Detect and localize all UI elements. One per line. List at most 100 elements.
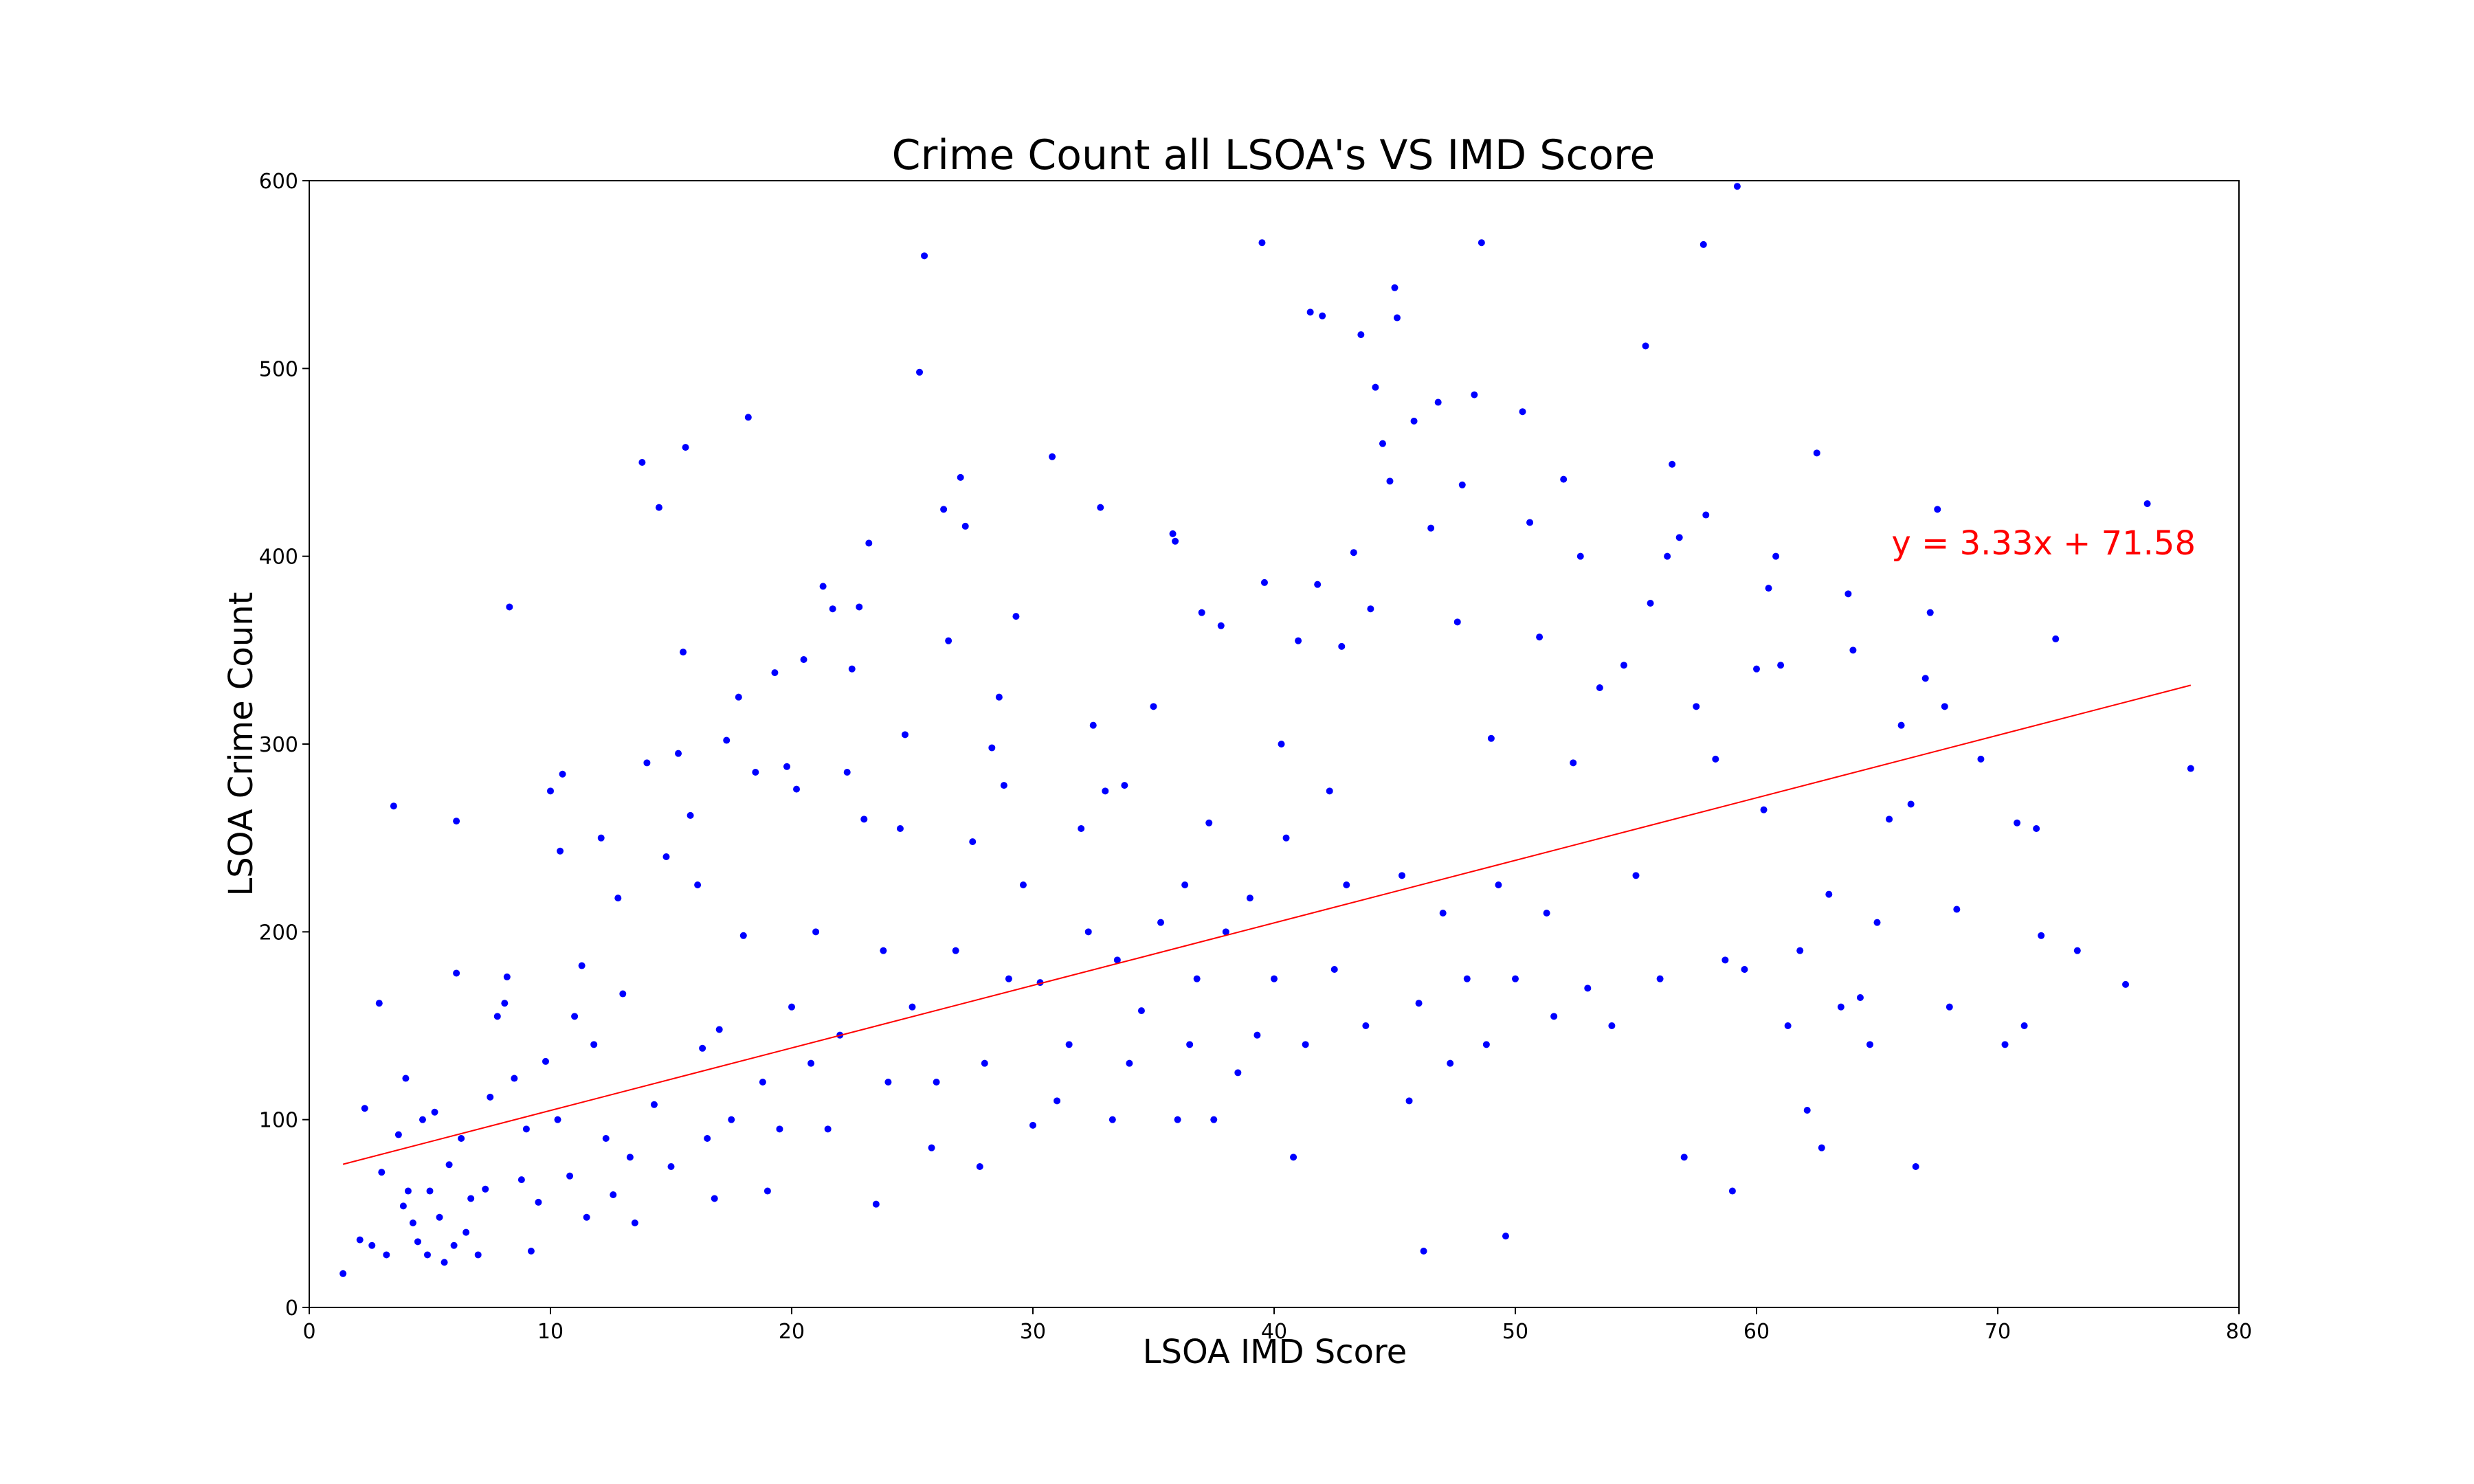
scatter-point (1049, 453, 1056, 460)
trendline-equation: y = 3.33x + 71.58 (1891, 524, 2196, 563)
scatter-point (1897, 721, 1905, 729)
scatter-point (1362, 1022, 1370, 1029)
scatter-point (1000, 782, 1007, 789)
scatter-point (527, 1248, 535, 1255)
scatter-point (493, 1013, 501, 1020)
scatter-point (1478, 239, 1485, 247)
plot-frame (309, 180, 2240, 1308)
scatter-point (884, 1079, 892, 1086)
scatter-point (1632, 872, 1640, 879)
scatter-point (1172, 537, 1179, 545)
y-axis-label: LSOA Crime Count (222, 592, 260, 897)
scatter-point (2001, 1041, 2009, 1048)
scatter-point (1019, 881, 1027, 888)
scatter-point (602, 1135, 610, 1142)
x-tick-label: 50 (1502, 1320, 1528, 1344)
scatter-point (1946, 1003, 1953, 1011)
scatter-point (1391, 284, 1398, 291)
scatter-point (445, 1161, 453, 1169)
scatter-point (1198, 609, 1205, 616)
scatter-point (1102, 787, 1109, 795)
scatter-point (1121, 782, 1128, 789)
trendline-group (342, 684, 2192, 1165)
scatter-point (667, 1163, 675, 1170)
y-axis-ticks: 0 100 200 300 400 500 600 (259, 170, 309, 1320)
scatter-point (1550, 1013, 1558, 1020)
scatter-point (1620, 662, 1627, 669)
scatter-point (1372, 383, 1379, 391)
scatter-point (517, 1176, 525, 1184)
scatter-point (1536, 633, 1544, 641)
scatter-point (1849, 647, 1857, 654)
scatter-point (824, 1125, 832, 1133)
scatter-point (1560, 475, 1568, 483)
scatter-point (1439, 910, 1447, 917)
scatter-point (1295, 637, 1302, 644)
scatter-point (1410, 417, 1418, 425)
scatter-point (482, 1185, 489, 1193)
scatter-point (2122, 980, 2130, 988)
scatter-point (848, 665, 856, 673)
scatter-point (1813, 449, 1820, 457)
scatter-point (1907, 800, 1915, 808)
scatter-point (1306, 308, 1314, 316)
scatter-point (1108, 1116, 1116, 1123)
scatter-point (356, 1236, 364, 1244)
scatter-point (783, 763, 790, 770)
scatter-point (1278, 741, 1285, 747)
scatter-point (559, 770, 566, 778)
scatter-point (1753, 665, 1760, 673)
scatter-point (1246, 895, 1253, 902)
scatter-point (1570, 759, 1577, 767)
scatter-point (843, 769, 851, 776)
scatter-point (1097, 504, 1104, 511)
scatter-point (1733, 183, 1741, 190)
scatter-point (1866, 1041, 1873, 1048)
scatter-point (1700, 240, 1707, 248)
y-tick-label: 400 (259, 546, 298, 570)
scatter-point (1260, 578, 1268, 586)
scatter-point (860, 816, 868, 823)
scatter-point (378, 1169, 386, 1176)
scatter-point (1379, 440, 1386, 447)
y-tick-label: 100 (259, 1109, 298, 1133)
scatter-point (426, 1187, 434, 1195)
scatter-point (682, 444, 689, 451)
chart-title: Crime Count all LSOA's VS IMD Score (892, 131, 1656, 179)
scatter-point (2033, 825, 2040, 832)
scatter-point (819, 583, 827, 590)
scatter-point (1934, 506, 1941, 513)
scatter-point (610, 1191, 617, 1198)
scatter-point (414, 1238, 421, 1246)
scatter-point (1386, 477, 1394, 485)
scatter-point (404, 1187, 412, 1195)
scatter-point (2014, 819, 2021, 827)
scatter-point (1596, 684, 1603, 691)
scatter-point (361, 1105, 368, 1112)
scatter-point (928, 1144, 935, 1151)
scatter-point (921, 252, 928, 260)
scatter-point (1150, 703, 1157, 710)
y-tick-label: 600 (259, 170, 298, 194)
scatter-point (662, 853, 670, 860)
scatter-point (1330, 966, 1338, 973)
x-tick-label: 60 (1743, 1320, 1770, 1344)
scatter-point (1222, 928, 1229, 936)
scatter-point (1693, 703, 1700, 710)
scatter-point (995, 693, 1003, 701)
x-axis-ticks: 0 10 20 30 40 50 60 70 80 (302, 1307, 2252, 1344)
scatter-point (1350, 549, 1357, 556)
scatter-point (1126, 1059, 1133, 1067)
scatter-point (578, 962, 586, 969)
x-tick-label: 10 (537, 1320, 564, 1344)
scatter-point (1029, 1121, 1036, 1129)
scatter-point (916, 368, 924, 376)
scatter-point (419, 1116, 426, 1123)
scatter-point (1054, 1097, 1061, 1105)
scatter-point (1394, 314, 1401, 322)
scatter-point (1447, 1059, 1454, 1067)
scatter-point (1302, 1041, 1309, 1048)
scatter-point (1181, 881, 1189, 888)
scatter-point (981, 1059, 988, 1067)
scatter-point (375, 1000, 383, 1007)
